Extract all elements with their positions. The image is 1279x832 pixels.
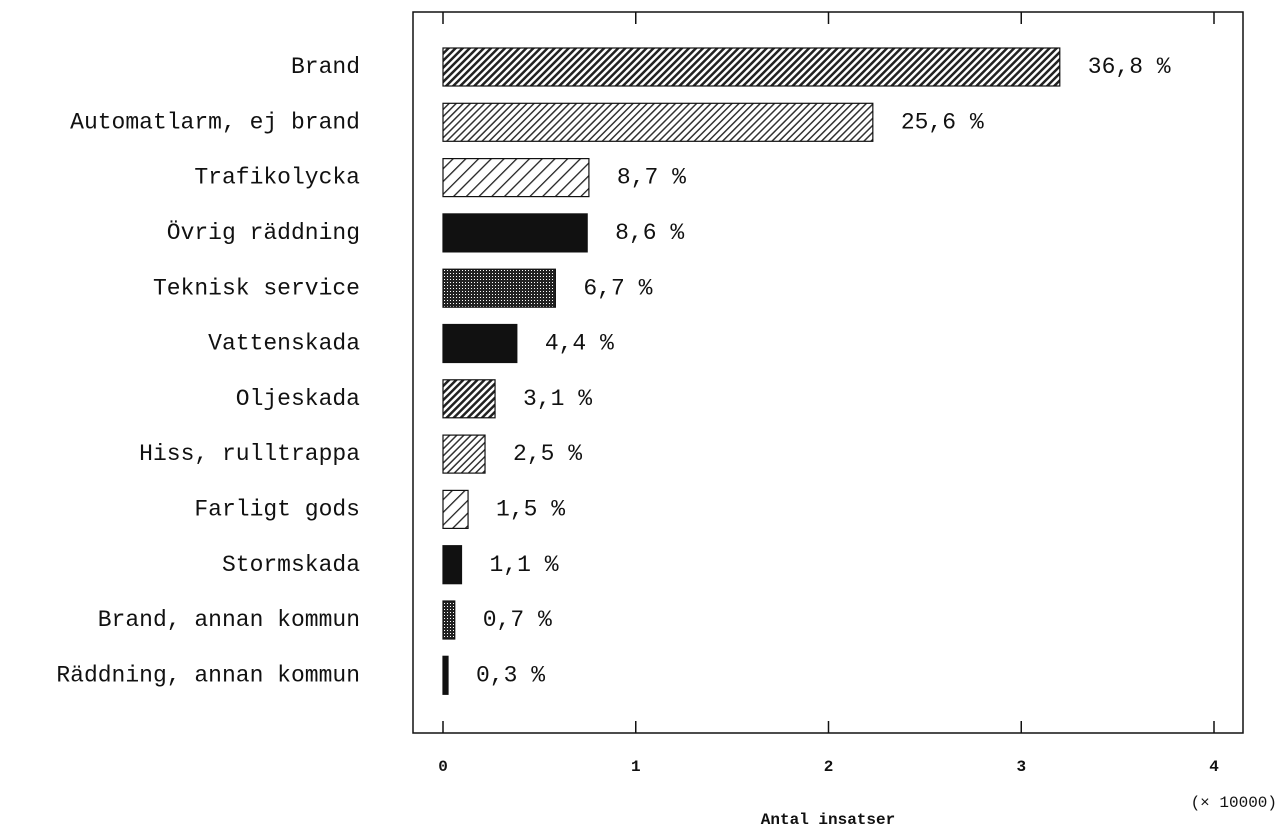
percent-label: 8,6 % bbox=[615, 220, 684, 246]
percent-label: 2,5 % bbox=[513, 441, 582, 467]
category-label: Automatlarm, ej brand bbox=[70, 109, 360, 135]
bar bbox=[442, 379, 496, 419]
percent-label: 0,3 % bbox=[476, 662, 545, 688]
bar bbox=[442, 655, 449, 695]
x-tick-label: 2 bbox=[824, 758, 834, 776]
percent-label: 1,5 % bbox=[496, 496, 565, 522]
bar bbox=[442, 434, 486, 474]
x-tick-label: 4 bbox=[1209, 758, 1219, 776]
x-axis-label: Antal insatser bbox=[761, 811, 895, 829]
category-label: Hiss, rulltrappa bbox=[139, 441, 360, 467]
percent-label: 4,4 % bbox=[545, 331, 614, 357]
percent-label: 1,1 % bbox=[490, 552, 559, 578]
category-label: Farligt gods bbox=[194, 496, 360, 522]
bar bbox=[442, 47, 1061, 87]
x-multiplier: (× 10000) bbox=[1191, 794, 1277, 812]
x-tick-label: 3 bbox=[1016, 758, 1026, 776]
bar bbox=[442, 102, 874, 142]
category-label: Stormskada bbox=[222, 552, 360, 578]
category-label: Teknisk service bbox=[153, 275, 360, 301]
category-label: Oljeskada bbox=[236, 386, 360, 412]
category-label: Brand bbox=[291, 54, 360, 80]
bar bbox=[442, 158, 590, 198]
bar bbox=[442, 323, 518, 364]
bar bbox=[442, 545, 463, 585]
bar bbox=[442, 489, 469, 529]
category-label: Övrig räddning bbox=[167, 219, 360, 246]
percent-label: 3,1 % bbox=[523, 386, 592, 412]
bar bbox=[442, 268, 556, 308]
percent-label: 0,7 % bbox=[483, 607, 552, 633]
percent-label: 25,6 % bbox=[901, 109, 984, 135]
percent-label: 8,7 % bbox=[617, 165, 686, 191]
category-label: Brand, annan kommun bbox=[98, 607, 360, 633]
category-label: Trafikolycka bbox=[194, 165, 360, 191]
bar bbox=[442, 600, 456, 640]
x-tick-label: 0 bbox=[438, 758, 448, 776]
bar bbox=[442, 213, 588, 253]
category-label: Räddning, annan kommun bbox=[56, 662, 360, 688]
x-tick-label: 1 bbox=[631, 758, 641, 776]
percent-label: 6,7 % bbox=[583, 275, 652, 301]
category-label: Vattenskada bbox=[208, 331, 360, 357]
percent-label: 36,8 % bbox=[1088, 54, 1171, 80]
